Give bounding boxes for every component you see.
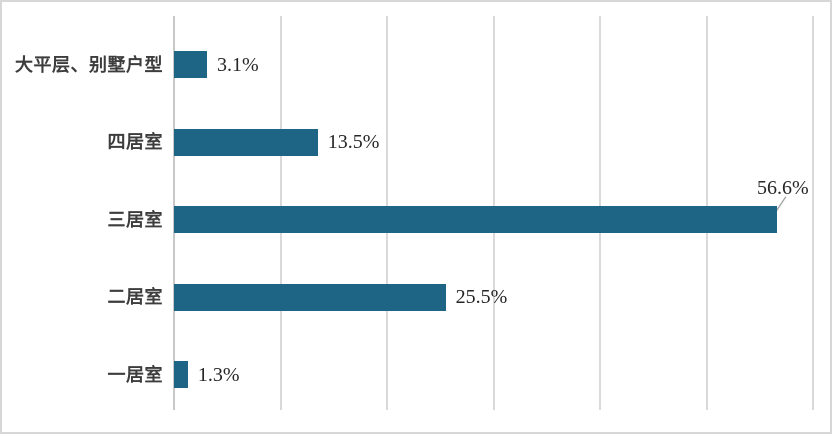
bar: [174, 361, 188, 389]
bar: [174, 283, 446, 311]
category-label: 二居室: [107, 287, 163, 308]
value-label: 56.6%: [756, 176, 809, 199]
category-label: 四居室: [107, 132, 163, 153]
value-label: 13.5%: [327, 131, 380, 154]
bar: [174, 51, 207, 79]
bar: [174, 206, 777, 234]
bar: [174, 128, 318, 156]
value-label: 3.1%: [217, 53, 259, 76]
gridline: [812, 16, 814, 410]
category-label: 三居室: [107, 209, 163, 230]
category-label: 大平层、别墅户型: [15, 54, 163, 75]
category-label: 一居室: [107, 364, 163, 385]
value-label: 1.3%: [197, 363, 240, 386]
value-label: 25.5%: [455, 286, 508, 309]
